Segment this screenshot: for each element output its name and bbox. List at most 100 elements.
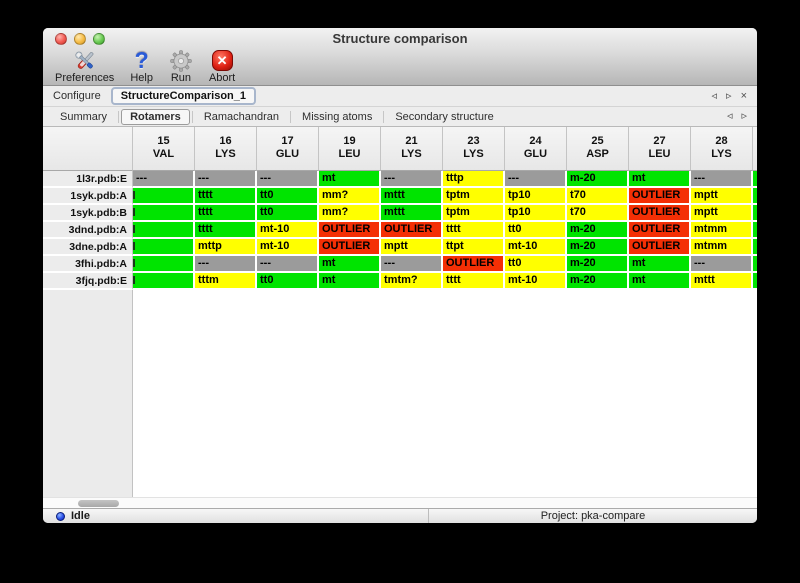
rotamer-cell[interactable]: tttt [195, 205, 257, 222]
next-config-icon[interactable]: ▹ [726, 89, 732, 102]
rotamer-cell[interactable]: m-20 [567, 222, 629, 239]
rotamer-cell[interactable]: tp10 [505, 205, 567, 222]
rotamer-cell[interactable] [133, 188, 195, 205]
rotamer-cell[interactable] [133, 256, 195, 273]
column-header-15[interactable]: 15 VAL [133, 127, 195, 171]
row-label[interactable]: 3fjq.pdb:E [43, 273, 133, 290]
rotamer-cell[interactable]: m-20 [567, 239, 629, 256]
column-header-16[interactable]: 16 LYS [195, 127, 257, 171]
rotamer-cell[interactable]: --- [381, 171, 443, 188]
rotamer-cell[interactable]: tptm [443, 188, 505, 205]
prev-tab-icon[interactable]: ◃ [726, 110, 733, 122]
rotamer-cell[interactable] [133, 205, 195, 222]
rotamer-cell[interactable]: --- [257, 171, 319, 188]
rotamer-cell[interactable]: ttpt [443, 239, 505, 256]
rotamer-cell[interactable]: mttt [691, 273, 753, 290]
next-tab-icon[interactable]: ▹ [741, 110, 747, 122]
column-header-24[interactable]: 24 GLU [505, 127, 567, 171]
tab-rotamers[interactable]: Rotamers [121, 108, 190, 125]
rotamer-cell[interactable]: tp10 [505, 188, 567, 205]
column-header-28[interactable]: 28 LYS [691, 127, 753, 171]
rotamer-cell[interactable] [133, 273, 195, 290]
close-window-button[interactable] [55, 33, 67, 45]
rotamer-cell[interactable]: tt0 [257, 273, 319, 290]
rotamer-cell[interactable]: OUTLIER [629, 205, 691, 222]
rotamer-cell[interactable]: tttt [443, 273, 505, 290]
row-label[interactable]: 1syk.pdb:B [43, 205, 133, 222]
tab-missing-atoms[interactable]: Missing atoms [302, 110, 373, 123]
rotamer-cell[interactable]: mtmm [691, 239, 753, 256]
rotamer-cell[interactable]: mt [629, 256, 691, 273]
rotamer-cell[interactable]: mttp [195, 239, 257, 256]
rotamer-cell[interactable]: tttt [443, 222, 505, 239]
horizontal-scrollbar[interactable] [43, 497, 757, 508]
rotamer-cell[interactable]: mt-10 [505, 239, 567, 256]
configuration-tab[interactable]: StructureComparison_1 [110, 87, 257, 105]
minimize-window-button[interactable] [74, 33, 86, 45]
rotamer-cell[interactable]: --- [133, 171, 195, 188]
row-label[interactable]: 1l3r.pdb:E [43, 171, 133, 188]
rotamer-cell[interactable]: tttt [195, 188, 257, 205]
preferences-button[interactable]: Preferences [55, 48, 114, 84]
rotamer-cell[interactable]: tttm [195, 273, 257, 290]
rotamer-cell[interactable]: t70 [567, 205, 629, 222]
tab-secondary-structure[interactable]: Secondary structure [395, 110, 494, 123]
rotamer-cell[interactable]: OUTLIER [629, 188, 691, 205]
rotamer-cell[interactable]: OUTLIER [319, 239, 381, 256]
row-label[interactable]: 3dnd.pdb:A [43, 222, 133, 239]
rotamer-cell[interactable]: t70 [567, 188, 629, 205]
rotamer-cell[interactable]: mt [629, 273, 691, 290]
close-config-icon[interactable]: × [740, 89, 747, 102]
rotamer-cell[interactable]: mt [319, 273, 381, 290]
rotamer-cell[interactable]: tmtm? [381, 273, 443, 290]
tab-summary[interactable]: Summary [60, 110, 108, 123]
rotamer-cell[interactable]: OUTLIER [443, 256, 505, 273]
row-label[interactable]: 3fhi.pdb:A [43, 256, 133, 273]
zoom-window-button[interactable] [93, 33, 105, 45]
rotamer-cell[interactable] [133, 222, 195, 239]
rotamer-cell[interactable]: mt-10 [257, 239, 319, 256]
column-header-17[interactable]: 17 GLU [257, 127, 319, 171]
rotamer-cell[interactable]: mptt [381, 239, 443, 256]
rotamer-cell[interactable]: --- [381, 256, 443, 273]
rotamer-cell[interactable]: tt0 [505, 222, 567, 239]
rotamer-cell[interactable] [133, 239, 195, 256]
rotamer-cell[interactable]: tt0 [257, 188, 319, 205]
rotamer-cell[interactable]: tptm [443, 205, 505, 222]
rotamer-cell[interactable]: mm? [319, 188, 381, 205]
rotamer-cell[interactable]: m-20 [567, 256, 629, 273]
rotamer-cell[interactable]: mptt [691, 188, 753, 205]
rotamer-cell[interactable]: mt [319, 171, 381, 188]
rotamer-cell[interactable]: mttt [381, 188, 443, 205]
rotamer-cell[interactable]: mt-10 [505, 273, 567, 290]
column-header-19[interactable]: 19 LEU [319, 127, 381, 171]
rotamer-cell[interactable]: mttt [381, 205, 443, 222]
rotamer-cell[interactable]: tt0 [257, 205, 319, 222]
rotamer-cell[interactable]: --- [691, 256, 753, 273]
abort-button[interactable]: ✕ Abort [209, 48, 235, 84]
rotamer-cell[interactable]: mt [319, 256, 381, 273]
rotamer-cell[interactable]: OUTLIER [629, 222, 691, 239]
column-header-27[interactable]: 27 LEU [629, 127, 691, 171]
rotamer-cell[interactable]: --- [195, 256, 257, 273]
rotamer-cell[interactable]: mm? [319, 205, 381, 222]
rotamer-cell[interactable]: tttp [443, 171, 505, 188]
rotamer-cell[interactable]: OUTLIER [381, 222, 443, 239]
rotamer-cell[interactable]: m-20 [567, 171, 629, 188]
column-header-25[interactable]: 25 ASP [567, 127, 629, 171]
prev-config-icon[interactable]: ◃ [711, 89, 718, 102]
rotamer-cell[interactable]: --- [505, 171, 567, 188]
rotamer-cell[interactable]: mt-10 [257, 222, 319, 239]
rotamer-cell[interactable]: --- [195, 171, 257, 188]
rotamer-cell[interactable]: mptt [691, 205, 753, 222]
row-label[interactable]: 3dne.pdb:A [43, 239, 133, 256]
rotamer-cell[interactable]: OUTLIER [629, 239, 691, 256]
rotamer-cell[interactable]: tt0 [505, 256, 567, 273]
tab-ramachandran[interactable]: Ramachandran [203, 110, 280, 123]
help-button[interactable]: ? Help [130, 48, 153, 85]
column-header-23[interactable]: 23 LYS [443, 127, 505, 171]
rotamer-cell[interactable]: m-20 [567, 273, 629, 290]
scrollbar-thumb[interactable] [78, 500, 119, 507]
rotamer-cell[interactable]: --- [257, 256, 319, 273]
column-header-21[interactable]: 21 LYS [381, 127, 443, 171]
